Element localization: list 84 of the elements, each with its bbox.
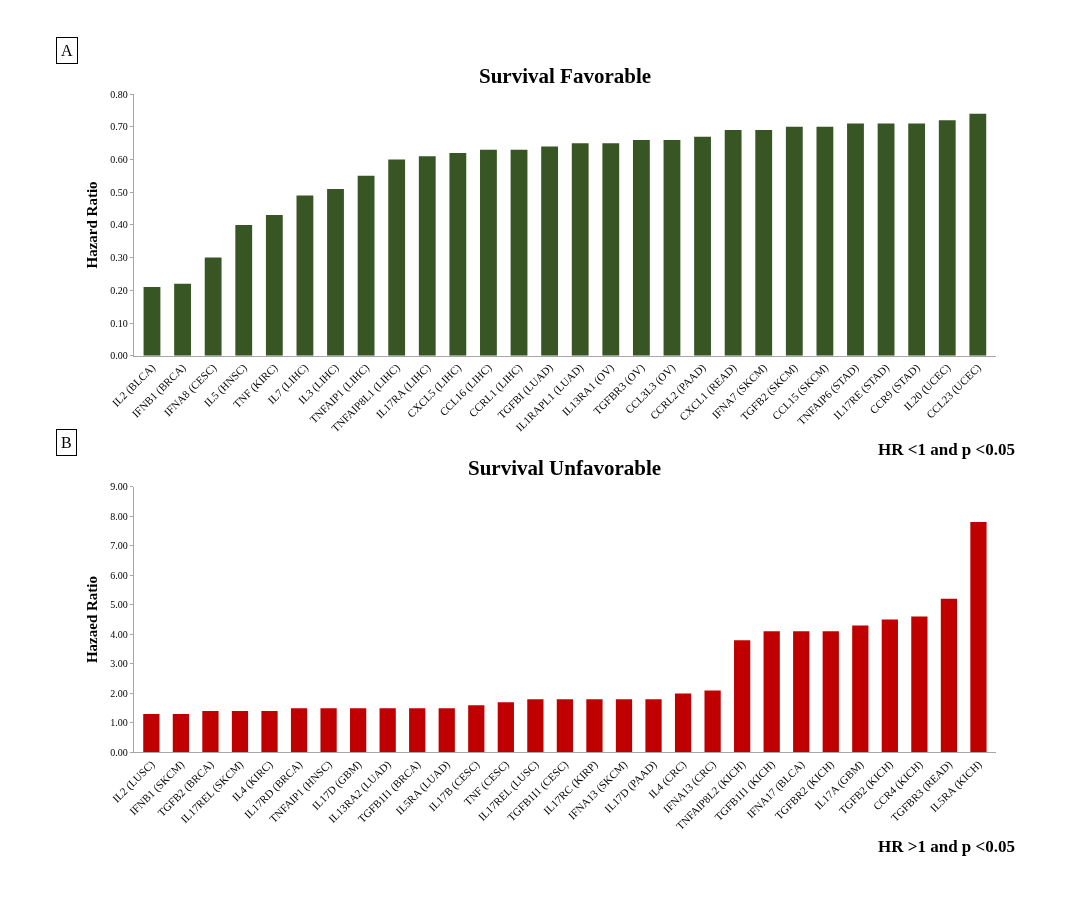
bar [265, 215, 283, 356]
bar [449, 152, 467, 356]
bar [261, 711, 278, 753]
bar [632, 139, 650, 356]
bar [143, 714, 160, 753]
y-tick-label: 8.00 [110, 510, 128, 522]
bar [172, 714, 190, 753]
bar [755, 130, 773, 356]
bar [143, 287, 161, 356]
y-tick-label: 7.00 [110, 540, 128, 552]
bar [763, 631, 780, 753]
bar [847, 123, 864, 356]
text: A [61, 42, 73, 59]
chart-title: Survival Unfavorable [468, 456, 662, 480]
y-tick-label: 2.00 [110, 687, 128, 699]
bar [734, 640, 751, 753]
bar [357, 175, 375, 356]
y-tick-label: 0.70 [110, 121, 128, 133]
bar [908, 123, 926, 356]
bar [320, 708, 337, 753]
bar [468, 705, 485, 753]
text: HR <1 and p <0.05 [878, 440, 1015, 459]
bar [793, 631, 810, 753]
y-tick-label: 0.40 [110, 219, 128, 231]
bar [645, 699, 662, 753]
bar [235, 224, 253, 356]
y-axis-title: Hazaed Ratio [84, 575, 101, 664]
bar [296, 195, 314, 356]
bar [586, 699, 603, 753]
bar [822, 631, 839, 753]
bar [174, 283, 191, 356]
bar [510, 149, 528, 356]
y-tick-label: 0.20 [110, 284, 128, 296]
bar [694, 136, 711, 356]
bar [290, 708, 308, 753]
y-tick-label: 0.60 [110, 154, 128, 166]
y-tick-label: 3.00 [110, 658, 128, 670]
bar [970, 521, 987, 753]
bar [438, 708, 455, 753]
text: B [61, 434, 72, 451]
bar [556, 699, 574, 753]
bar [204, 257, 222, 356]
bar [674, 693, 692, 753]
bar [497, 702, 514, 753]
bar [409, 708, 426, 753]
bar [911, 616, 928, 753]
y-tick-label: 4.00 [110, 628, 128, 640]
chart-title: Survival Favorable [479, 64, 652, 88]
y-tick-label: 1.00 [110, 717, 128, 729]
bar [940, 598, 958, 753]
bar [571, 143, 589, 356]
bar [202, 711, 219, 753]
bar [327, 188, 344, 356]
y-tick-label: 9.00 [110, 481, 128, 493]
bar [350, 708, 367, 753]
bar [852, 625, 869, 753]
y-tick-label: 0.00 [110, 746, 128, 758]
bar [881, 619, 898, 753]
bar [877, 123, 895, 356]
bar [724, 130, 742, 356]
bar [480, 149, 497, 356]
bar [379, 708, 396, 753]
y-tick-label: 0.50 [110, 186, 128, 198]
bar [231, 711, 249, 753]
bar [785, 126, 803, 356]
bar [602, 143, 620, 356]
bar [388, 159, 406, 356]
y-tick-label: 5.00 [110, 599, 128, 611]
bar [615, 699, 633, 753]
y-tick-label: 0.80 [110, 88, 128, 100]
bar [704, 690, 721, 753]
text: HR >1 and p <0.05 [878, 837, 1015, 856]
bar [969, 113, 987, 356]
bar [816, 126, 834, 356]
bar [527, 699, 544, 753]
y-tick-label: 0.30 [110, 252, 128, 264]
y-tick-label: 6.00 [110, 569, 128, 581]
bar [418, 156, 436, 356]
bar [938, 120, 956, 356]
bar [541, 146, 559, 356]
y-axis-title: Hazard Ratio [84, 181, 101, 269]
bar [663, 139, 681, 356]
y-tick-label: 0.00 [110, 350, 128, 362]
y-tick-label: 0.10 [110, 317, 128, 329]
